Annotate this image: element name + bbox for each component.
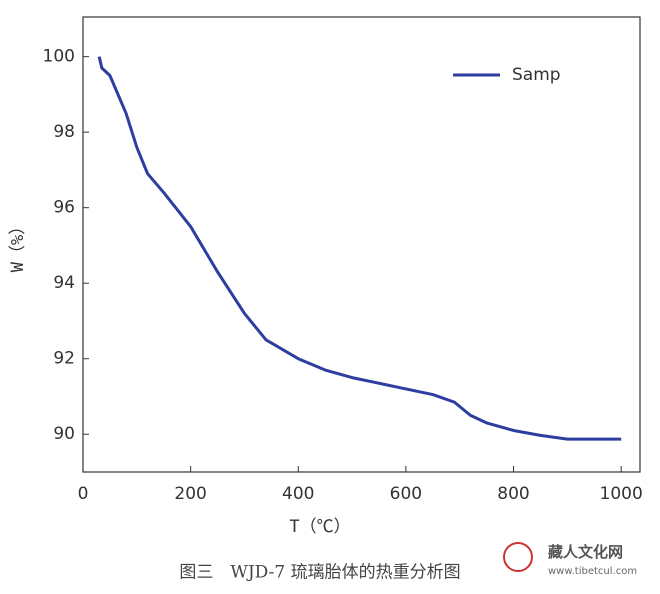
y-tick-label: 90 — [53, 424, 75, 444]
x-axis-label: T（℃） — [289, 517, 350, 537]
x-tick-label: 1000 — [600, 484, 643, 504]
x-tick-label: 600 — [390, 484, 422, 504]
y-tick-label: 100 — [43, 47, 75, 67]
x-tick-label: 200 — [174, 484, 206, 504]
data-line — [97, 56, 622, 441]
y-tick-label: 96 — [53, 198, 75, 218]
watermark-url: www.tibetcul.com — [548, 566, 637, 577]
y-tick-label: 94 — [53, 273, 75, 293]
y-tick-label: 92 — [53, 349, 75, 369]
y-axis-label: W（%） — [8, 218, 28, 272]
x-tick-label: 800 — [497, 484, 529, 504]
legend-label: Samp — [512, 65, 561, 85]
x-tick-label: 400 — [282, 484, 314, 504]
x-tick-label: 0 — [78, 484, 89, 504]
caption: 图三 WJD-7 琉璃胎体的热重分析图 — [179, 563, 460, 583]
watermark-logo — [503, 542, 533, 572]
plot-frame — [82, 16, 641, 473]
y-tick-label: 98 — [53, 122, 75, 142]
watermark: 藏人文化网 — [548, 543, 623, 561]
